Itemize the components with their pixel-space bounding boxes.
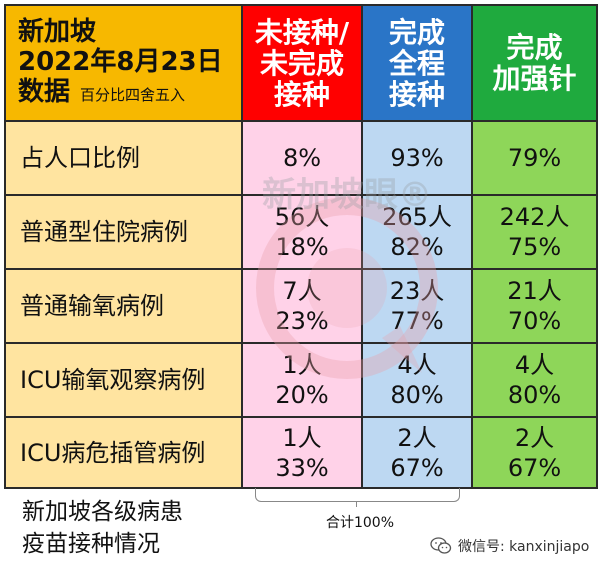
value-percent: 8% bbox=[282, 144, 322, 172]
value-count: 56人 bbox=[274, 203, 330, 231]
header-unvaccinated-line3: 接种 bbox=[273, 77, 330, 111]
header-booster: 完成 加强针 bbox=[473, 6, 596, 122]
value-percent: 23% bbox=[275, 307, 329, 335]
row-label: 占人口比例 bbox=[6, 122, 243, 196]
row-label: ICU输氧观察病例 bbox=[6, 344, 243, 418]
sum-brace-tip bbox=[356, 501, 357, 507]
header-unvaccinated-line1: 未接种/ bbox=[254, 15, 350, 49]
row-label-text: 普通型住院病例 bbox=[20, 218, 188, 246]
header-full-line3: 接种 bbox=[388, 77, 445, 111]
cell-unvaccinated: 56人 18% bbox=[243, 196, 363, 270]
value-percent: 77% bbox=[390, 307, 444, 335]
value-count: 21人 bbox=[507, 277, 562, 305]
value-percent: 80% bbox=[390, 381, 444, 409]
header-booster-line2: 加强针 bbox=[492, 62, 577, 95]
wechat-icon bbox=[430, 537, 452, 554]
title-data-word: 数据 bbox=[18, 76, 71, 107]
row-label-text: 占人口比例 bbox=[20, 144, 140, 172]
cell-fully-vaccinated: 23人 77% bbox=[363, 270, 473, 344]
value-percent: 67% bbox=[507, 453, 562, 482]
value-count: 242人 bbox=[499, 203, 570, 231]
value-percent: 79% bbox=[507, 144, 562, 172]
value-percent: 70% bbox=[507, 307, 562, 335]
rounding-note: 百分比四舍五入 bbox=[80, 85, 186, 104]
value-count: 7人 bbox=[282, 277, 322, 305]
cell-unvaccinated: 1人 33% bbox=[243, 418, 363, 487]
value-count: 4人 bbox=[514, 351, 555, 379]
title-date: 2022年8月23日 bbox=[18, 46, 223, 77]
value-percent: 93% bbox=[390, 144, 444, 172]
cell-fully-vaccinated: 4人 80% bbox=[363, 344, 473, 418]
value-percent: 80% bbox=[507, 381, 562, 409]
cell-booster: 242人 75% bbox=[473, 196, 596, 270]
cell-unvaccinated: 1人 20% bbox=[243, 344, 363, 418]
table-title-cell: 新加坡 2022年8月23日 数据 百分比四舍五入 bbox=[6, 6, 243, 122]
value-percent: 18% bbox=[275, 233, 329, 261]
title-line-3: 数据 百分比四舍五入 bbox=[18, 77, 185, 110]
header-full-line2: 全程 bbox=[388, 46, 445, 80]
vaccination-table: 新加坡 2022年8月23日 数据 百分比四舍五入 未接种/ 未完成 接种 完成 … bbox=[4, 4, 598, 489]
caption: 新加坡各级病患 疫苗接种情况 bbox=[22, 496, 183, 560]
value-percent: 20% bbox=[275, 381, 329, 409]
value-percent: 67% bbox=[390, 453, 444, 482]
value-count: 2人 bbox=[397, 423, 437, 452]
value-count: 1人 bbox=[282, 423, 322, 452]
cell-booster: 21人 70% bbox=[473, 270, 596, 344]
sum-brace bbox=[255, 488, 460, 502]
sum-note: 合计100% bbox=[325, 515, 395, 531]
row-label: 普通型住院病例 bbox=[6, 196, 243, 270]
cell-booster: 2人 67% bbox=[473, 418, 596, 487]
cell-booster: 4人 80% bbox=[473, 344, 596, 418]
header-fully-vaccinated: 完成 全程 接种 bbox=[363, 6, 473, 122]
cell-booster: 79% bbox=[473, 122, 596, 196]
value-count: 265人 bbox=[382, 203, 452, 231]
value-percent: 33% bbox=[275, 453, 329, 482]
cell-unvaccinated: 7人 23% bbox=[243, 270, 363, 344]
cell-unvaccinated: 8% bbox=[243, 122, 363, 196]
header-booster-line1: 完成 bbox=[506, 31, 563, 64]
cell-fully-vaccinated: 265人 82% bbox=[363, 196, 473, 270]
wechat-label: 微信号: kanxinjiapo bbox=[458, 539, 590, 555]
row-label: ICU病危插管病例 bbox=[6, 418, 243, 487]
row-label-text: ICU病危插管病例 bbox=[20, 438, 206, 467]
header-unvaccinated-line2: 未完成 bbox=[259, 46, 344, 80]
cell-fully-vaccinated: 93% bbox=[363, 122, 473, 196]
value-percent: 75% bbox=[507, 233, 562, 261]
row-label-text: ICU输氧观察病例 bbox=[20, 366, 206, 394]
header-full-line1: 完成 bbox=[388, 15, 445, 49]
value-count: 4人 bbox=[397, 351, 437, 379]
row-label-text: 普通输氧病例 bbox=[20, 292, 164, 320]
caption-line-1: 新加坡各级病患 bbox=[22, 499, 183, 525]
row-label: 普通输氧病例 bbox=[6, 270, 243, 344]
cell-fully-vaccinated: 2人 67% bbox=[363, 418, 473, 487]
header-unvaccinated: 未接种/ 未完成 接种 bbox=[243, 6, 363, 122]
value-count: 1人 bbox=[282, 351, 322, 379]
value-count: 2人 bbox=[514, 423, 555, 452]
value-count: 23人 bbox=[389, 277, 445, 305]
caption-line-2: 疫苗接种情况 bbox=[22, 531, 160, 557]
title-line-1: 新加坡 bbox=[18, 16, 97, 47]
wechat-credit: 微信号: kanxinjiapo bbox=[430, 536, 589, 556]
value-percent: 82% bbox=[390, 233, 444, 261]
